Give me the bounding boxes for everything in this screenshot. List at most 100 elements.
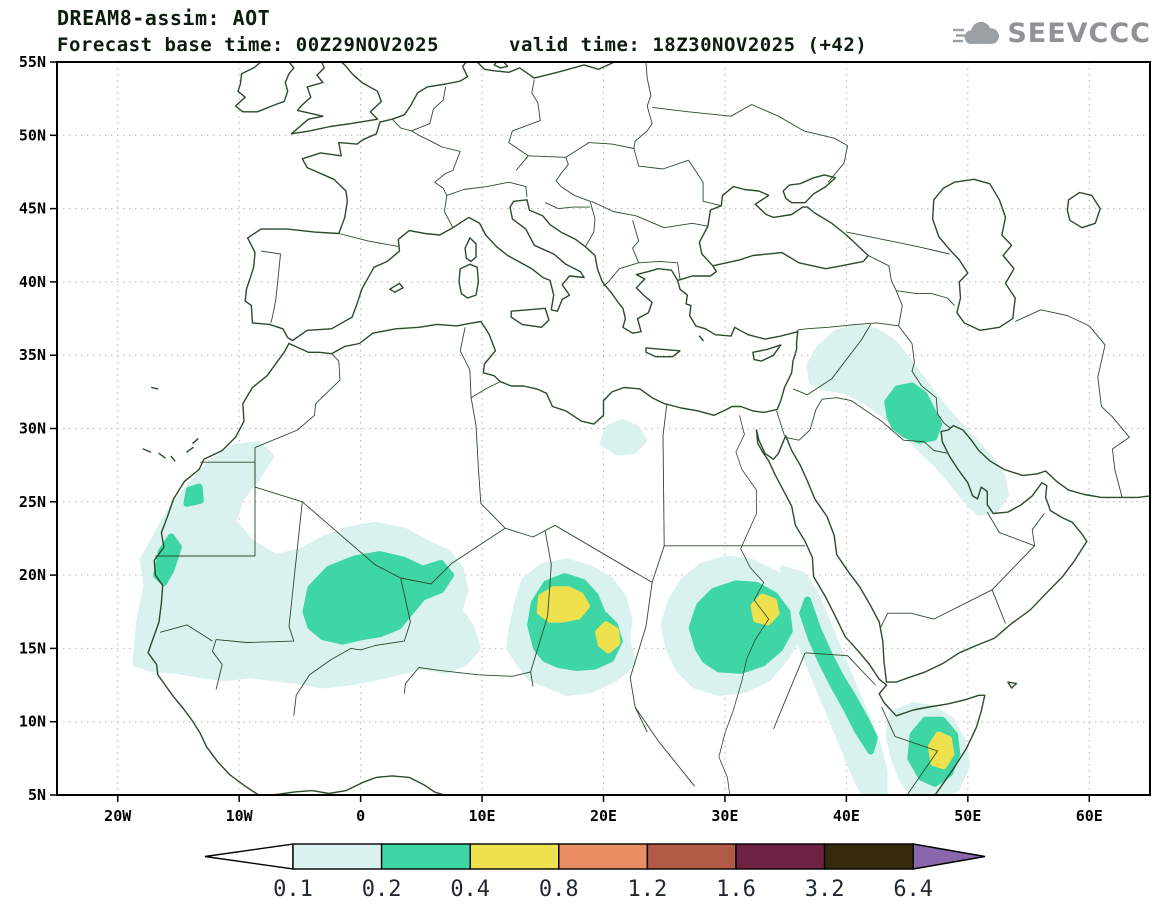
- coastline: [142, 448, 152, 453]
- aot-region-0.2: [302, 551, 454, 645]
- map-canvas: 55N 50N 45N 40N 35N 30N 25N 20N 15N 10N 5N 20W 10W 0 1…: [19, 53, 1151, 825]
- aot-region-0.2: [799, 596, 878, 755]
- aot-region-0.2: [884, 382, 943, 444]
- country-border: [879, 589, 993, 629]
- country-border: [434, 170, 454, 228]
- country-border: [565, 142, 722, 207]
- colorbar-segment-3: [469, 843, 560, 870]
- coastline: [676, 185, 869, 282]
- coastline: [645, 347, 681, 358]
- country-border: [645, 62, 648, 79]
- country-border: [603, 262, 639, 287]
- colorbar-tick-label: 3.2: [805, 877, 845, 902]
- lat-tick-label: 10N: [19, 713, 46, 731]
- colorbar-tick-label: 0.2: [362, 877, 402, 902]
- coastline: [755, 429, 986, 795]
- borders-layer: [155, 62, 1130, 795]
- coastline: [782, 174, 837, 204]
- coastline: [272, 775, 446, 795]
- country-border: [591, 200, 708, 229]
- coastline: [170, 455, 176, 462]
- country-border: [411, 86, 447, 132]
- aot-region-0.4: [595, 621, 621, 654]
- colorbar-segment-5: [646, 843, 737, 870]
- coastlines-layer: [142, 62, 1150, 795]
- lat-tick-label: 55N: [19, 53, 46, 71]
- country-border: [560, 186, 596, 247]
- coastline: [510, 307, 550, 328]
- country-border: [805, 652, 876, 686]
- colorbar-tick-label: 1.6: [716, 877, 756, 902]
- lon-tick-label: 20E: [590, 807, 617, 825]
- aot-fill-layer: [132, 323, 1009, 795]
- country-border: [391, 118, 461, 171]
- colorbar-segment-2: [380, 843, 471, 870]
- colorbar-tick-label: 0.8: [539, 877, 579, 902]
- country-border: [1097, 344, 1130, 498]
- colorbar-tick-label: 6.4: [893, 877, 933, 902]
- country-border: [504, 524, 665, 583]
- aot-region-0.4: [927, 731, 955, 770]
- colorbar-segment-6: [735, 843, 826, 870]
- forecast-base-time: Forecast base time: 00Z29NOV2025: [57, 34, 440, 56]
- country-border: [896, 290, 955, 306]
- aot-region-0.4: [536, 586, 590, 623]
- country-border: [508, 79, 541, 171]
- seevccc-logo: SEEVCCC: [952, 16, 1151, 50]
- country-border: [846, 231, 950, 255]
- country-border: [528, 155, 569, 187]
- lat-tick-label: 30N: [19, 420, 46, 438]
- rivers-layer: [718, 415, 770, 795]
- country-border: [986, 511, 1035, 547]
- country-border: [991, 589, 1006, 624]
- country-border: [629, 582, 653, 733]
- coastline: [755, 424, 1150, 683]
- lat-tick-label: 20N: [19, 566, 46, 584]
- colorbar-tick-label: 0.1: [273, 877, 313, 902]
- country-border: [211, 501, 303, 690]
- colorbar-segment-1: [292, 843, 383, 870]
- lat-tick-label: 35N: [19, 346, 46, 364]
- country-border: [662, 404, 668, 546]
- lat-tick-label: 40N: [19, 273, 46, 291]
- coastline: [244, 237, 294, 342]
- coastline: [698, 335, 704, 342]
- coastline: [464, 237, 477, 263]
- colorbar-segment-4: [558, 843, 649, 870]
- valid-time: valid time: 18Z30NOV2025 (+42): [509, 34, 868, 56]
- country-border: [260, 250, 281, 324]
- coastline: [151, 386, 159, 390]
- colorbar-segment-7: [823, 843, 914, 870]
- colorbar-tick-label: 0.4: [450, 877, 490, 902]
- coastline: [186, 446, 194, 453]
- lon-tick-label: 0: [356, 807, 365, 825]
- country-border: [1015, 309, 1106, 346]
- country-border: [470, 381, 506, 529]
- coastline: [234, 62, 295, 113]
- lon-tick-label: 50E: [954, 807, 981, 825]
- country-border: [867, 255, 903, 326]
- country-border: [827, 145, 849, 183]
- country-border: [898, 325, 952, 429]
- lon-tick-label: 20W: [104, 807, 132, 825]
- logo-text: SEEVCCC: [1007, 17, 1151, 49]
- country-border: [254, 353, 341, 463]
- country-border: [545, 202, 591, 210]
- country-border: [796, 322, 899, 331]
- country-border: [338, 233, 400, 248]
- coastline: [389, 282, 404, 293]
- coastline: [493, 62, 509, 69]
- aot-region-0.4: [750, 593, 780, 626]
- coastline: [1066, 191, 1101, 229]
- lat-tick-label: 45N: [19, 200, 46, 218]
- lat-tick-label: 15N: [19, 639, 46, 657]
- country-border: [403, 667, 531, 694]
- coastline: [247, 62, 469, 239]
- coastline: [290, 62, 382, 135]
- coastline: [288, 320, 754, 425]
- country-border: [254, 462, 506, 585]
- coastline: [931, 178, 1016, 331]
- coastline: [291, 199, 799, 414]
- country-border: [633, 78, 653, 149]
